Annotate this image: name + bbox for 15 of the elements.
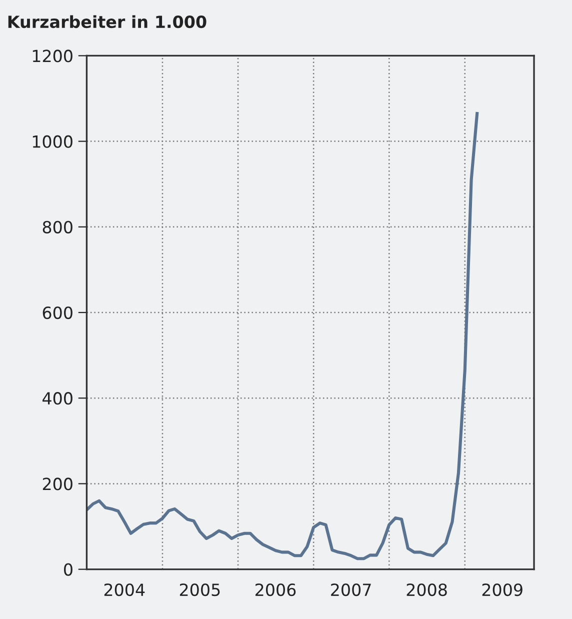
- y-tick-label: 600: [42, 306, 72, 320]
- y-tick-label: 1200: [32, 50, 72, 62]
- y-tick-label: 200: [42, 478, 72, 490]
- x-tick-label: 2009: [482, 583, 522, 596]
- chart-title: Kurzarbeiter in 1.000: [8, 15, 206, 28]
- y-tick-label: 400: [42, 392, 72, 405]
- x-tick-label: 2008: [406, 583, 447, 596]
- x-tick-label: 2007: [331, 583, 371, 596]
- y-tick-label: 800: [42, 220, 72, 234]
- line-series: [86, 112, 479, 560]
- y-tick-label: 1000: [32, 135, 72, 148]
- x-tick-label: 2004: [104, 583, 145, 596]
- y-tick-label: 0: [64, 563, 72, 576]
- x-tick-label: 2006: [256, 583, 296, 596]
- x-tick-label: 2005: [180, 583, 220, 596]
